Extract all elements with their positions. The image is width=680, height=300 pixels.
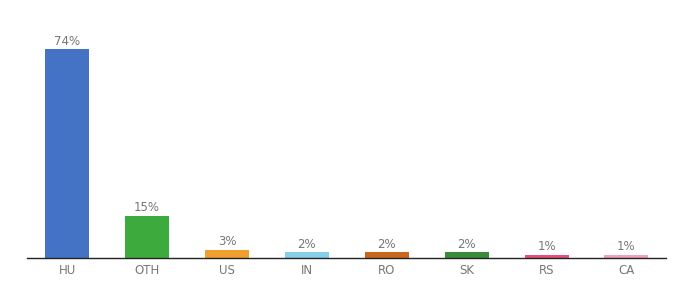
- Bar: [125, 216, 169, 258]
- Text: 2%: 2%: [298, 238, 316, 251]
- Text: 2%: 2%: [377, 238, 396, 251]
- Bar: [445, 252, 489, 258]
- Bar: [364, 252, 409, 258]
- Text: 74%: 74%: [54, 34, 80, 47]
- Text: 1%: 1%: [617, 241, 636, 254]
- Text: 3%: 3%: [218, 235, 236, 248]
- Bar: [605, 255, 649, 258]
- Bar: [524, 255, 568, 258]
- Bar: [285, 252, 329, 258]
- Bar: [205, 250, 249, 258]
- Text: 15%: 15%: [134, 201, 160, 214]
- Bar: [45, 49, 89, 258]
- Text: 1%: 1%: [537, 241, 556, 254]
- Text: 2%: 2%: [458, 238, 476, 251]
